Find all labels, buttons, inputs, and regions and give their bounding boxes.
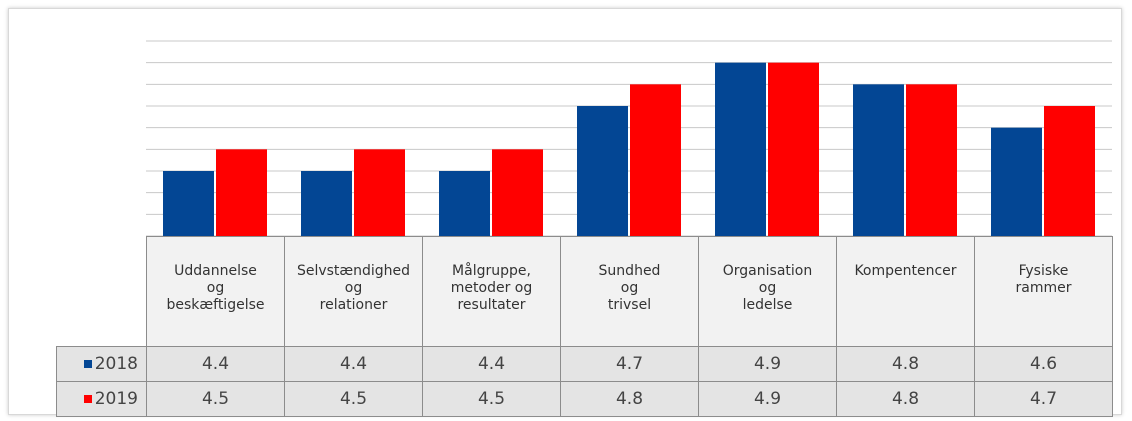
legend-entry: 2018: [56, 346, 147, 382]
bar: [991, 127, 1042, 236]
category-label: Organisation og ledelse: [698, 236, 837, 347]
value-label: 4.4: [422, 346, 561, 382]
value-label: 4.5: [284, 381, 423, 417]
category-label: Kompentencer: [836, 236, 975, 347]
value-label: 4.4: [284, 346, 423, 382]
chart: Uddannelse og beskæftigelse Selvstændighe…: [8, 8, 1122, 417]
value-label: 4.6: [974, 346, 1113, 382]
category-label: Fysiske rammer: [974, 236, 1113, 347]
category-label: Uddannelse og beskæftigelse: [146, 236, 285, 347]
bar: [301, 171, 352, 236]
value-label: 4.7: [560, 346, 699, 382]
bar: [492, 149, 543, 236]
legend-entry: 2019: [56, 381, 147, 417]
legend-label: 2019: [94, 389, 138, 409]
value-label: 4.5: [422, 381, 561, 417]
category-label: Målgruppe, metoder og resultater: [422, 236, 561, 347]
bar: [577, 106, 628, 236]
category-label: Sundhed og trivsel: [560, 236, 699, 347]
bar: [906, 84, 957, 236]
value-label: 4.9: [698, 346, 837, 382]
bar: [853, 84, 904, 236]
category-label: Selvstændighed og relationer: [284, 236, 423, 347]
value-label: 4.8: [836, 381, 975, 417]
bar: [216, 149, 267, 236]
bar: [768, 62, 819, 236]
bar: [354, 149, 405, 236]
value-label: 4.9: [698, 381, 837, 417]
value-label: 4.5: [146, 381, 285, 417]
bar: [1044, 106, 1095, 236]
value-label: 4.8: [836, 346, 975, 382]
value-label: 4.8: [560, 381, 699, 417]
value-label: 4.7: [974, 381, 1113, 417]
value-label: 4.4: [146, 346, 285, 382]
bar: [163, 171, 214, 236]
bar: [439, 171, 490, 236]
legend-swatch: [83, 360, 92, 368]
legend-swatch: [83, 395, 92, 403]
bar: [715, 62, 766, 236]
plot: [146, 40, 1112, 237]
legend-label: 2018: [94, 354, 138, 374]
bar: [630, 84, 681, 236]
